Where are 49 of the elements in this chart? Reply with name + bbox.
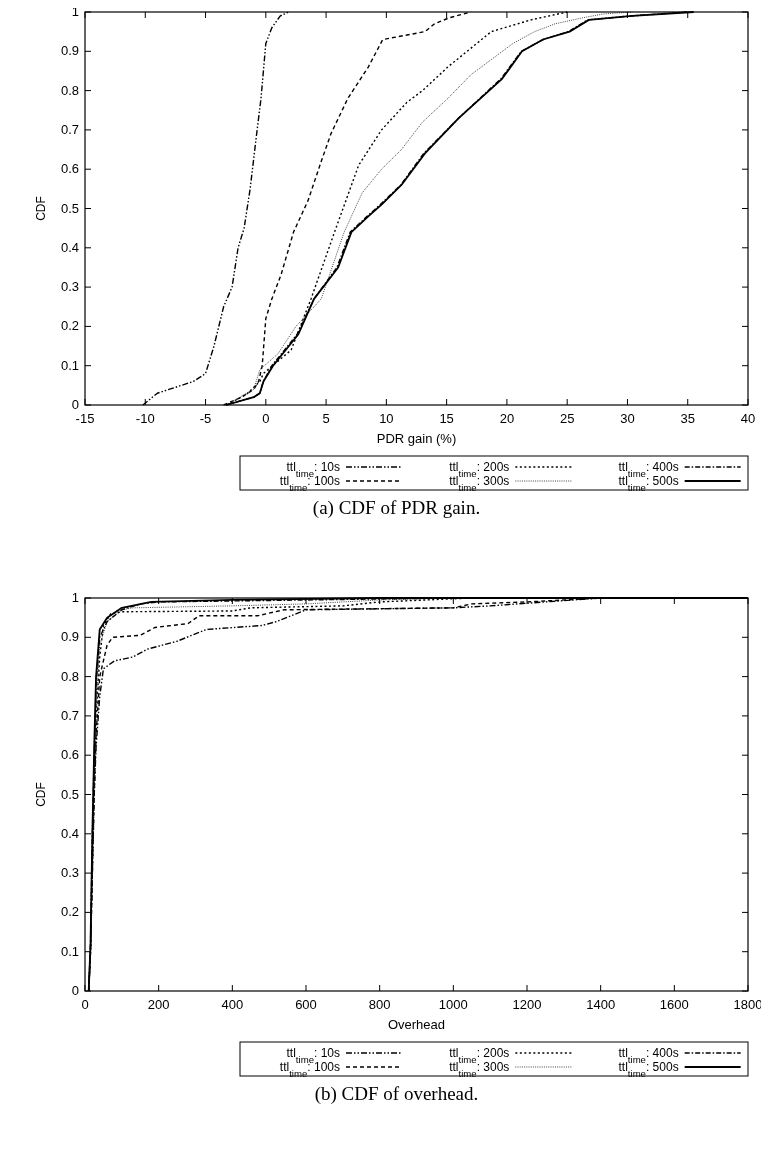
- x-tick-label: -10: [135, 411, 155, 426]
- y-tick-label: 0.5: [60, 786, 79, 802]
- x-tick-label: 0: [262, 411, 270, 426]
- x-tick-label: 40: [740, 411, 756, 426]
- x-tick-label: 200: [147, 997, 170, 1012]
- x-tick-label: 1000: [438, 997, 468, 1012]
- x-tick-label: 400: [221, 997, 244, 1012]
- y-tick-label: 0.4: [60, 239, 79, 255]
- x-tick-label: 15: [439, 411, 454, 426]
- x-axis-title: PDR gain (%): [376, 431, 457, 446]
- x-tick-label: 1800: [733, 997, 763, 1012]
- x-tick-label: 10: [379, 411, 394, 426]
- y-tick-label: 0.7: [60, 121, 79, 137]
- x-tick-label: 1400: [586, 997, 616, 1012]
- y-tick-label: 1: [71, 590, 79, 605]
- x-tick-label: -15: [75, 411, 95, 426]
- x-tick-label: 600: [295, 997, 317, 1012]
- x-tick-label: 1200: [512, 997, 542, 1012]
- x-tick-label: 25: [559, 411, 575, 426]
- y-axis-title: CDF: [34, 782, 48, 807]
- y-tick-label: 0.6: [60, 747, 79, 763]
- y-tick-label: 0.8: [60, 668, 79, 684]
- x-tick-label: 20: [499, 411, 515, 426]
- x-tick-label: 0: [81, 997, 89, 1012]
- y-tick-label: 0.3: [60, 279, 79, 295]
- x-tick-label: 800: [368, 997, 391, 1012]
- y-tick-label: 0.2: [60, 904, 79, 920]
- x-tick-label: -5: [199, 411, 212, 426]
- x-axis-title: Overhead: [387, 1017, 446, 1032]
- x-tick-label: 1600: [659, 997, 689, 1012]
- y-tick-label: 0.7: [60, 707, 79, 723]
- y-tick-label: 0.4: [60, 825, 79, 841]
- x-tick-label: 35: [680, 411, 695, 426]
- text: (b) CDF of overhead.: [314, 1083, 479, 1105]
- y-tick-label: 0.9: [60, 629, 79, 645]
- x-tick-label: 30: [620, 411, 635, 426]
- text: (a) CDF of PDR gain.: [312, 497, 481, 519]
- y-tick-label: 0.8: [60, 82, 79, 98]
- x-tick-label: 5: [322, 411, 330, 426]
- y-tick-label: 0: [71, 983, 79, 998]
- y-tick-label: 0.5: [60, 200, 79, 216]
- y-tick-label: 0: [71, 397, 79, 412]
- y-axis-title: CDF: [34, 196, 48, 221]
- y-tick-label: 0.2: [60, 318, 79, 334]
- y-tick-label: 0.1: [60, 943, 79, 959]
- y-tick-label: 0.3: [60, 865, 79, 881]
- y-tick-label: 0.1: [60, 357, 79, 373]
- y-tick-label: 0.9: [60, 43, 79, 59]
- y-tick-label: 0.6: [60, 161, 79, 177]
